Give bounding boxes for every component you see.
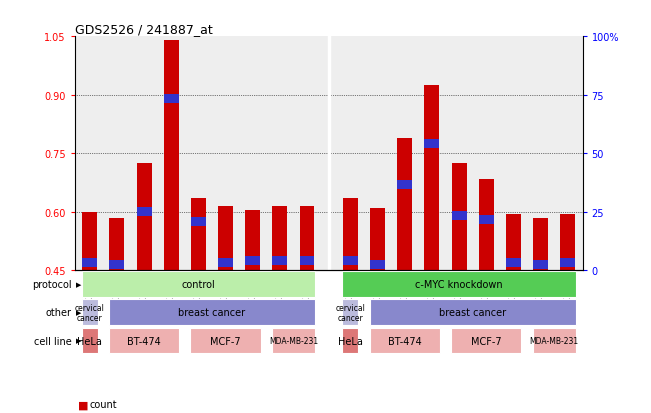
Bar <box>533 328 575 354</box>
Text: GDS2526 / 241887_at: GDS2526 / 241887_at <box>75 23 213 36</box>
Bar <box>342 300 359 325</box>
Text: HeLa: HeLa <box>77 336 102 346</box>
Text: MDA-MB-231: MDA-MB-231 <box>269 336 318 345</box>
Text: protocol: protocol <box>32 280 72 290</box>
Bar <box>533 261 548 269</box>
Bar <box>245 256 260 265</box>
Bar <box>82 300 98 325</box>
Text: c-MYC knockdown: c-MYC knockdown <box>415 280 503 290</box>
Bar <box>343 199 358 271</box>
Text: control: control <box>182 280 215 290</box>
Text: count: count <box>89 399 117 409</box>
Bar <box>82 272 315 297</box>
Text: cervical
cancer: cervical cancer <box>75 303 105 322</box>
Bar <box>506 214 521 271</box>
Bar <box>370 300 575 325</box>
Bar <box>561 259 575 267</box>
Bar <box>561 214 575 271</box>
Bar <box>424 86 439 271</box>
Text: ▶: ▶ <box>76 338 81 344</box>
Bar <box>190 328 261 354</box>
Bar <box>164 95 179 104</box>
Bar <box>370 328 440 354</box>
Bar <box>370 261 385 269</box>
Bar <box>109 218 124 271</box>
Bar <box>137 164 152 271</box>
Bar <box>82 259 97 267</box>
Bar <box>109 300 315 325</box>
Text: HeLa: HeLa <box>338 336 363 346</box>
Text: MCF-7: MCF-7 <box>471 336 501 346</box>
Bar <box>272 206 287 271</box>
Bar <box>452 212 467 221</box>
Bar <box>342 272 575 297</box>
Bar <box>478 179 493 271</box>
Bar <box>506 259 521 267</box>
Bar <box>299 206 314 271</box>
Bar <box>533 218 548 271</box>
Bar <box>370 208 385 271</box>
Text: ■: ■ <box>78 399 89 409</box>
Bar <box>218 206 233 271</box>
Bar <box>397 138 412 271</box>
Text: ▶: ▶ <box>76 282 81 287</box>
Bar <box>342 328 359 354</box>
Bar <box>299 256 314 265</box>
Text: BT-474: BT-474 <box>127 336 161 346</box>
Bar <box>452 164 467 271</box>
Bar <box>191 199 206 271</box>
Text: MDA-MB-231: MDA-MB-231 <box>529 336 579 345</box>
Text: BT-474: BT-474 <box>388 336 422 346</box>
Bar <box>191 218 206 226</box>
Text: breast cancer: breast cancer <box>178 308 245 318</box>
Bar <box>478 216 493 224</box>
Bar <box>137 208 152 216</box>
Bar <box>109 328 179 354</box>
Bar <box>272 328 315 354</box>
Text: other: other <box>46 308 72 318</box>
Text: cervical
cancer: cervical cancer <box>335 303 365 322</box>
Text: ▶: ▶ <box>76 310 81 316</box>
Bar <box>164 41 179 271</box>
Bar <box>109 261 124 269</box>
Bar <box>82 212 97 271</box>
Bar <box>82 328 98 354</box>
Bar <box>245 210 260 271</box>
Text: breast cancer: breast cancer <box>439 308 506 318</box>
Bar <box>424 140 439 148</box>
Text: MCF-7: MCF-7 <box>210 336 241 346</box>
Bar <box>451 328 521 354</box>
Bar <box>343 256 358 265</box>
Text: cell line: cell line <box>34 336 72 346</box>
Bar <box>272 256 287 265</box>
Bar <box>218 259 233 267</box>
Bar <box>397 180 412 189</box>
